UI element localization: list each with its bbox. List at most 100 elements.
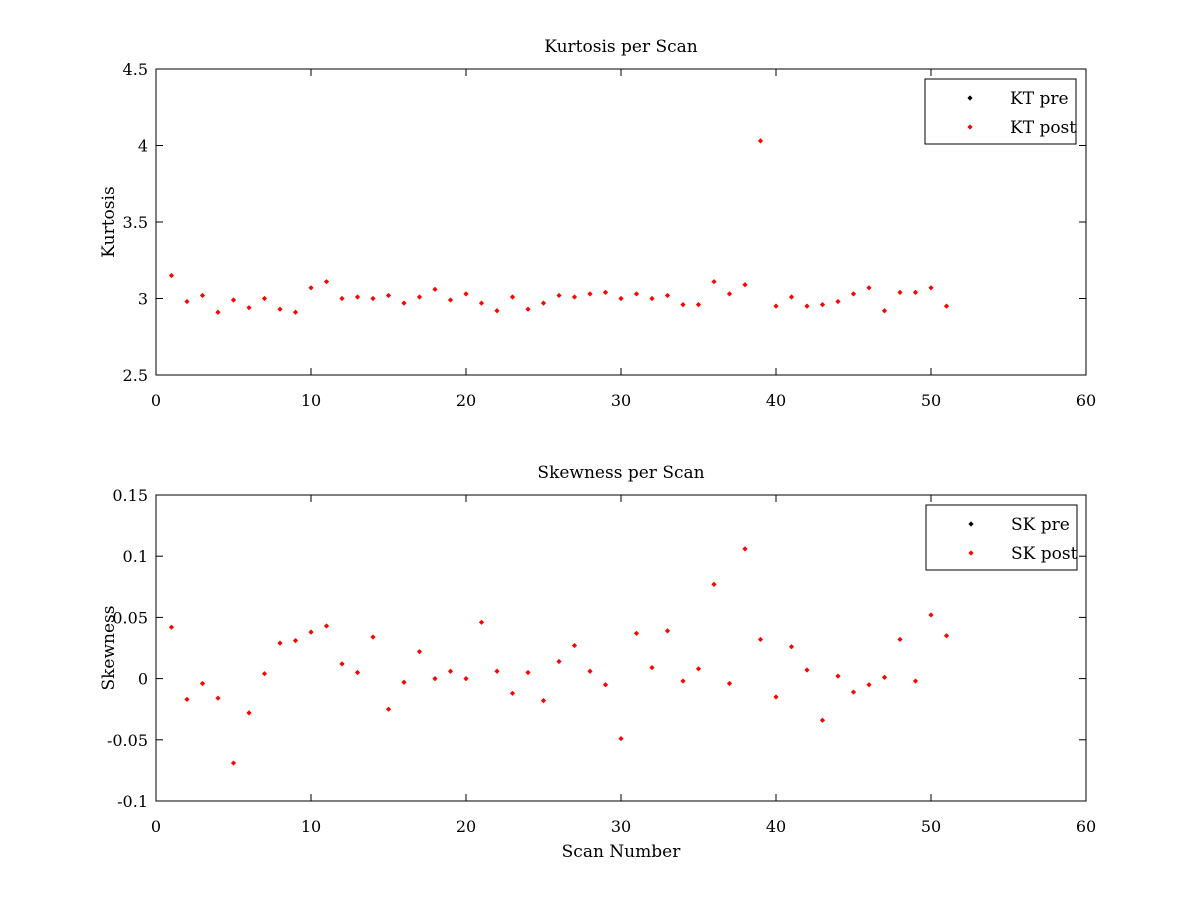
skewness-plot-title: Skewness per Scan [537,463,704,483]
kurtosis-point-post [447,297,454,303]
kurtosis-point-post [494,308,500,314]
kurtosis-point-post [401,300,407,306]
kurtosis-point-post [680,302,686,308]
skewness-point-post [571,642,578,649]
skewness-point-post [804,667,810,673]
kurtosis-point-post [540,300,547,306]
skewness-point-post [943,633,950,639]
kurtosis-point-post [587,291,593,297]
skewness-point-post [742,546,748,552]
skewness-point-post [199,680,206,687]
skewness-y-tick-label: 0.1 [123,547,148,566]
skewness-point-post [928,612,934,618]
skewness-x-tick-label: 10 [301,817,321,836]
skewness-x-tick-label: 30 [611,817,631,836]
skewness-point-post [866,682,872,688]
skewness-y-tick-label: -0.1 [117,792,148,811]
kurtosis-data-points [168,138,950,315]
skewness-point-post [633,630,640,636]
skewness-point-post [463,676,469,682]
skewness-point-post [618,735,624,742]
skewness-point-post [261,671,268,677]
kurtosis-point-post [649,295,655,302]
kurtosis-point-post [773,303,779,309]
kurtosis-subplot: Kurtosis per Scan Kurtosis 0 10 20 30 40 50 60… [99,37,1096,410]
skewness-point-post [277,640,283,646]
kurtosis-ticks: 0 10 20 30 40 50 60 2.5 3 3.5 4 4.5 [123,60,1097,410]
kurtosis-y-tick-label: 4.5 [123,60,148,79]
skewness-point-post [850,689,857,695]
kurtosis-legend: KT pre KT post [924,78,1077,145]
skewness-point-post [695,666,702,672]
skewness-legend-marker-pre [968,521,974,527]
skewness-y-axis-label: Skewness [99,605,119,690]
kurtosis-point-post [866,285,872,291]
kurtosis-legend-label-pre: KT pre [1010,89,1069,109]
kurtosis-x-tick-label: 10 [301,391,321,410]
skewness-point-post [370,634,376,640]
skewness-y-tick-label: 0 [138,670,148,689]
skewness-axes-frame [155,494,1087,802]
kurtosis-point-post [711,279,717,285]
kurtosis-point-post [525,306,531,312]
kurtosis-point-post [881,308,888,314]
skewness-point-post [385,706,392,712]
kurtosis-point-post [292,309,299,315]
kurtosis-point-post [308,285,314,291]
kurtosis-point-post [370,295,376,302]
kurtosis-legend-box [924,78,1077,145]
skewness-point-post [835,673,841,679]
kurtosis-point-post [478,300,485,306]
kurtosis-point-post [757,138,764,144]
kurtosis-legend-marker-post [967,124,973,130]
kurtosis-point-post [556,292,562,299]
skewness-point-post [308,629,314,635]
skewness-point-post [354,669,361,676]
kurtosis-point-post [246,305,252,311]
skewness-subplot: Skewness per Scan Skewness Scan Number 0… [99,463,1096,862]
kurtosis-point-post [323,279,330,285]
skewness-x-tick-label: 40 [766,817,786,836]
skewness-point-post [215,695,221,701]
kurtosis-point-post [230,297,237,303]
kurtosis-point-post [943,303,950,309]
skewness-y-tick-label: -0.05 [107,731,148,750]
kurtosis-x-tick-label: 30 [611,391,631,410]
skewness-x-tick-label: 20 [456,817,476,836]
kurtosis-point-post [463,291,469,297]
skewness-x-tick-label: 60 [1076,817,1096,836]
kurtosis-x-tick-label: 20 [456,391,476,410]
kurtosis-x-tick-label: 60 [1076,391,1096,410]
kurtosis-point-post [726,291,733,297]
kurtosis-point-post [788,294,795,300]
kurtosis-point-post [819,302,826,308]
kurtosis-point-post [509,294,516,300]
skewness-point-post [292,638,299,644]
skewness-point-post [230,760,237,766]
skewness-data-points [168,546,950,766]
kurtosis-point-post [168,272,175,279]
skewness-point-post [757,636,764,643]
kurtosis-point-post [385,292,392,299]
kurtosis-y-tick-label: 4 [138,137,148,156]
kurtosis-point-post [850,291,857,297]
kurtosis-point-post [633,291,640,297]
kurtosis-point-post [184,298,190,305]
skewness-point-post [478,619,485,625]
kurtosis-point-post [215,309,221,315]
kurtosis-y-tick-label: 3.5 [123,213,148,232]
skewness-legend-box [925,504,1078,571]
kurtosis-x-tick-label: 40 [766,391,786,410]
kurtosis-point-post [618,295,624,302]
skewness-point-post [881,674,888,680]
skewness-point-post [184,696,190,703]
skewness-y-tick-label: 0.05 [112,608,148,627]
skewness-point-post [664,628,671,634]
kurtosis-point-post [602,289,609,295]
kurtosis-x-tick-label: 50 [921,391,941,410]
skewness-point-post [416,649,423,655]
skewness-point-post [525,669,531,676]
skewness-point-post [432,676,438,682]
